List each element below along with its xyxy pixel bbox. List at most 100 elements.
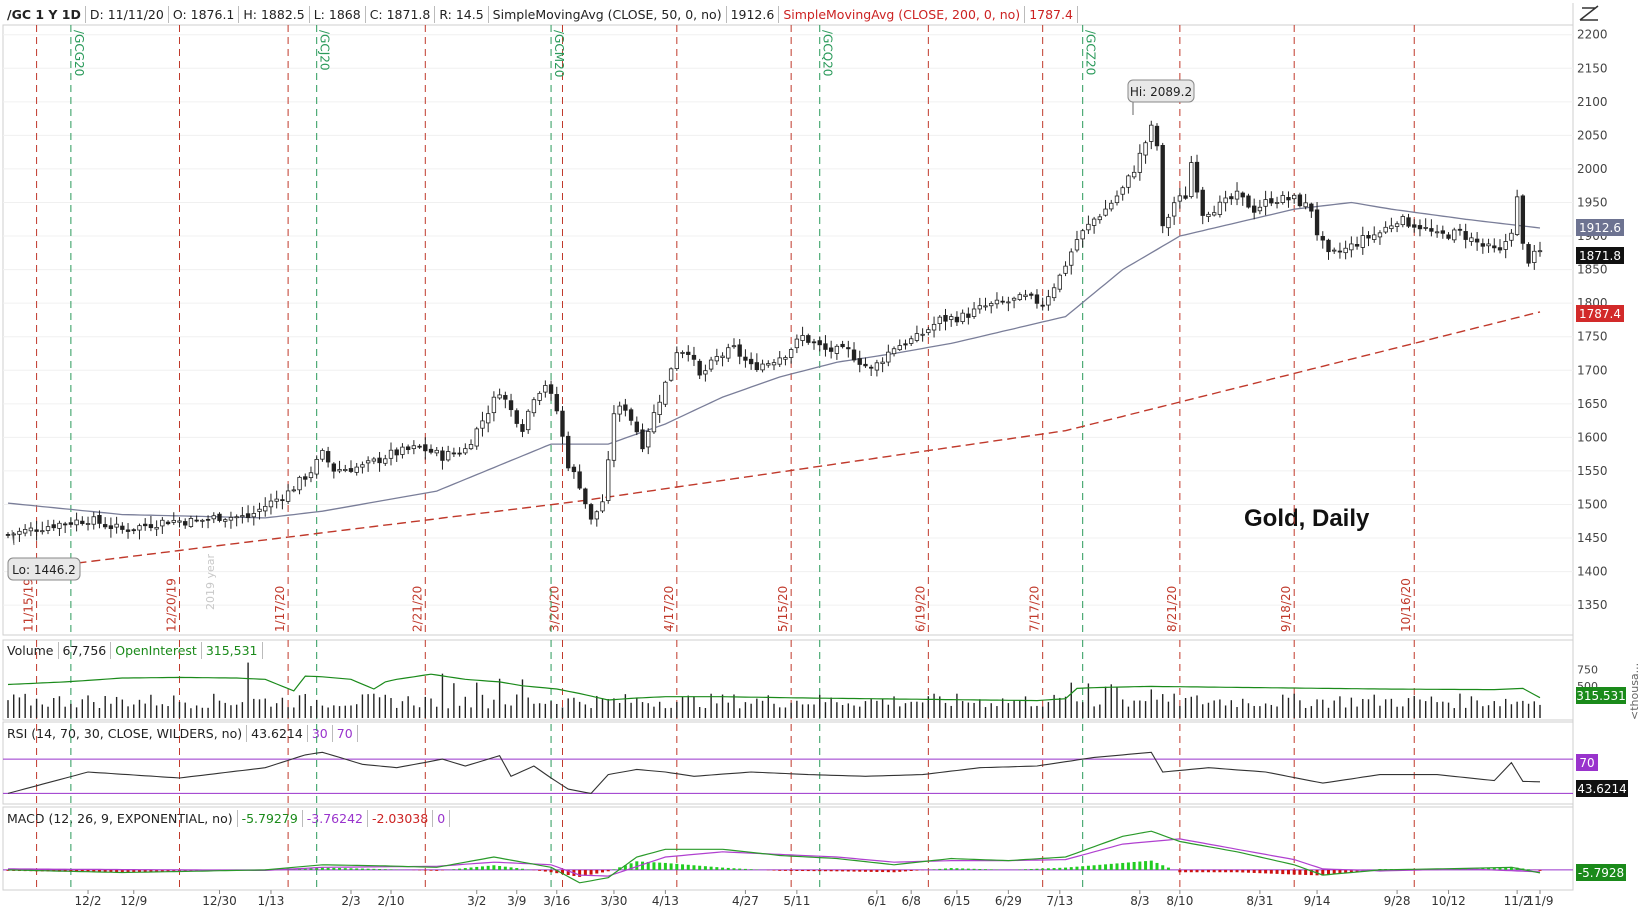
- candle-body[interactable]: [1383, 226, 1388, 233]
- open-interest-line[interactable]: [7, 673, 1541, 702]
- candle-body[interactable]: [1171, 202, 1177, 217]
- candle-body[interactable]: [1440, 230, 1445, 234]
- candle-body[interactable]: [874, 362, 880, 371]
- candle-body[interactable]: [1051, 287, 1057, 299]
- candle-body[interactable]: [1040, 304, 1045, 307]
- candle-body[interactable]: [1114, 195, 1120, 204]
- candle-body[interactable]: [537, 392, 542, 401]
- candle-body[interactable]: [1143, 142, 1148, 156]
- candle-body[interactable]: [1103, 208, 1108, 216]
- candle-body[interactable]: [348, 468, 354, 472]
- candle-body[interactable]: [1366, 235, 1371, 239]
- candle-body[interactable]: [623, 404, 628, 411]
- candle-body[interactable]: [354, 466, 359, 473]
- candle-body[interactable]: [1537, 250, 1543, 253]
- candle-body[interactable]: [617, 405, 622, 415]
- candle-body[interactable]: [1360, 235, 1365, 248]
- candle-body[interactable]: [85, 523, 91, 525]
- candle-body[interactable]: [148, 524, 154, 529]
- candle-body[interactable]: [1229, 196, 1234, 200]
- candle-body[interactable]: [280, 499, 285, 502]
- candle-body[interactable]: [1314, 209, 1320, 236]
- candle-body[interactable]: [663, 381, 668, 405]
- candle-body[interactable]: [508, 400, 514, 411]
- candle-body[interactable]: [457, 452, 462, 455]
- candle-body[interactable]: [440, 450, 445, 461]
- candle-body[interactable]: [1486, 243, 1491, 247]
- candle-body[interactable]: [1257, 206, 1263, 212]
- candle-body[interactable]: [1177, 195, 1183, 202]
- candle-body[interactable]: [1223, 197, 1228, 204]
- candle-body[interactable]: [377, 457, 382, 464]
- candle-body[interactable]: [594, 511, 599, 520]
- macd-label[interactable]: MACD (12, 26, 9, EXPONENTIAL, no): [3, 809, 238, 827]
- candle-body[interactable]: [1246, 195, 1251, 208]
- sma50-label[interactable]: SimpleMovingAvg (CLOSE, 50, 0, no): [489, 5, 727, 23]
- candle-body[interactable]: [686, 351, 691, 355]
- candle-body[interactable]: [28, 527, 34, 532]
- candle-body[interactable]: [405, 446, 411, 450]
- candle-body[interactable]: [931, 323, 937, 331]
- candle-body[interactable]: [251, 513, 256, 518]
- candle-body[interactable]: [1189, 162, 1194, 197]
- sma200-line[interactable]: [7, 311, 1541, 573]
- candle-body[interactable]: [394, 449, 399, 456]
- candle-body[interactable]: [1034, 294, 1040, 304]
- candle-body[interactable]: [577, 471, 582, 489]
- candle-body[interactable]: [171, 519, 176, 523]
- candle-body[interactable]: [760, 363, 765, 371]
- candle-body[interactable]: [566, 435, 571, 469]
- candle-body[interactable]: [480, 420, 485, 429]
- candle-body[interactable]: [1057, 274, 1062, 290]
- candle-body[interactable]: [1434, 231, 1440, 234]
- candle-body[interactable]: [1480, 243, 1486, 247]
- candle-body[interactable]: [371, 458, 377, 462]
- candle-body[interactable]: [143, 523, 148, 527]
- candle-body[interactable]: [200, 519, 205, 522]
- candle-body[interactable]: [34, 529, 39, 532]
- candle-body[interactable]: [657, 401, 662, 415]
- candle-body[interactable]: [520, 424, 525, 432]
- candle-body[interactable]: [1463, 231, 1468, 240]
- candle-body[interactable]: [1514, 196, 1520, 235]
- candle-body[interactable]: [668, 368, 674, 381]
- candle-body[interactable]: [828, 347, 834, 352]
- macd-panel[interactable]: [2, 806, 1574, 891]
- candle-body[interactable]: [628, 409, 634, 421]
- candle-body[interactable]: [1509, 232, 1514, 241]
- candle-body[interactable]: [646, 431, 651, 448]
- candle-body[interactable]: [22, 529, 28, 534]
- symbol[interactable]: /GC 1 Y 1D: [3, 5, 86, 23]
- candle-body[interactable]: [165, 521, 171, 525]
- candle-body[interactable]: [817, 340, 822, 346]
- macd-value-line[interactable]: [7, 830, 1541, 884]
- candle-body[interactable]: [880, 361, 885, 364]
- candle-body[interactable]: [1240, 192, 1245, 198]
- candle-body[interactable]: [903, 343, 908, 346]
- candle-body[interactable]: [863, 363, 868, 367]
- candle-body[interactable]: [194, 519, 199, 522]
- candle-body[interactable]: [1389, 225, 1394, 230]
- candle-body[interactable]: [926, 329, 931, 333]
- candle-body[interactable]: [383, 458, 388, 464]
- candle-body[interactable]: [1303, 202, 1308, 208]
- candle-body[interactable]: [1252, 205, 1257, 213]
- candle-body[interactable]: [971, 308, 977, 317]
- candle-body[interactable]: [783, 357, 788, 360]
- candle-body[interactable]: [543, 385, 548, 393]
- candle-body[interactable]: [1074, 239, 1080, 251]
- candle-body[interactable]: [731, 345, 737, 348]
- candle-body[interactable]: [1149, 124, 1154, 142]
- candle-body[interactable]: [606, 459, 611, 501]
- candle-body[interactable]: [1063, 265, 1068, 274]
- candle-body[interactable]: [714, 356, 720, 362]
- candle-body[interactable]: [1211, 212, 1217, 216]
- candle-body[interactable]: [343, 469, 348, 471]
- candle-body[interactable]: [497, 394, 502, 399]
- candle-body[interactable]: [1263, 199, 1268, 207]
- candle-body[interactable]: [211, 515, 216, 520]
- candle-body[interactable]: [320, 450, 325, 460]
- candle-body[interactable]: [97, 515, 102, 524]
- candle-body[interactable]: [1492, 245, 1497, 249]
- candle-body[interactable]: [1429, 228, 1434, 232]
